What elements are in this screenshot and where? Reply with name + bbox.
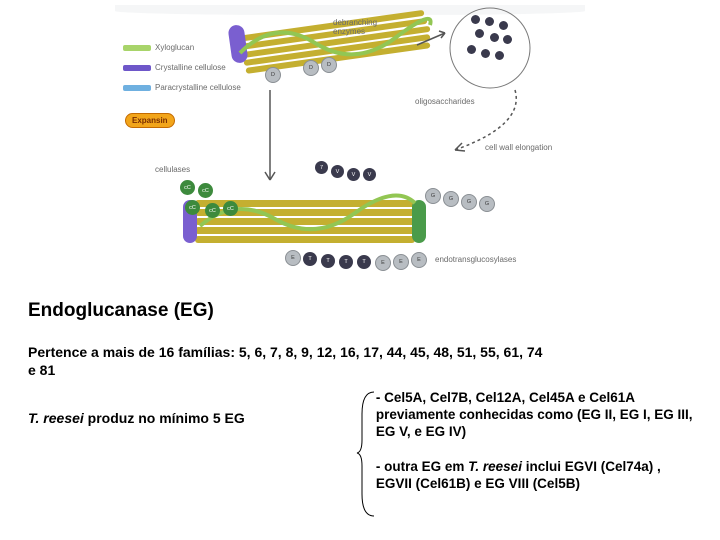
cellulase-enzyme: cC: [205, 203, 220, 218]
mid-enzyme: V: [347, 168, 360, 181]
oligo-dot: [471, 15, 480, 24]
mid-enzyme: 7: [315, 161, 328, 174]
notes-right: - Cel5A, Cel7B, Cel12A, Cel45A e Cel61A …: [376, 390, 693, 492]
glucan-enzyme: G: [425, 188, 441, 204]
produces-text: T. reesei produz no mínimo 5 EG: [28, 390, 326, 492]
species-name: T. reesei: [28, 410, 84, 426]
debranching-enzyme: D: [265, 67, 281, 83]
endo-enzyme: E: [375, 255, 391, 271]
oligo-dot: [495, 51, 504, 60]
oligo-dot: [485, 17, 494, 26]
debranching-enzyme: D: [303, 60, 319, 76]
notes-block: T. reesei produz no mínimo 5 EG - Cel5A,…: [28, 390, 693, 492]
elongation-label: cell wall elongation: [485, 143, 552, 152]
oligo-dot: [475, 29, 484, 38]
note-1: - Cel5A, Cel7B, Cel12A, Cel45A e Cel61A …: [376, 390, 693, 441]
endo-label: endotransglucosylases: [435, 255, 516, 264]
endo-enzyme: T: [339, 255, 353, 269]
endo-enzyme: T: [303, 252, 317, 266]
cellulases-label: cellulases: [155, 165, 190, 174]
oligo-dot: [503, 35, 512, 44]
legend-crystalline: Crystalline cellulose: [123, 63, 226, 72]
families-text: Pertence a mais de 16 famílias: 5, 6, 7,…: [28, 344, 693, 379]
endo-enzyme: T: [321, 254, 335, 268]
families-line1: Pertence a mais de 16 famílias: 5, 6, 7,…: [28, 344, 542, 360]
curly-brace-icon: [356, 390, 378, 518]
page-title: Endoglucanase (EG): [28, 300, 693, 322]
produces-rest: produz no mínimo 5 EG: [84, 410, 245, 426]
elongation-arrow: [395, 85, 535, 165]
cellulase-enzyme: cC: [198, 183, 213, 198]
oligo-dot: [499, 21, 508, 30]
mid-enzyme: V: [331, 165, 344, 178]
oligo-dot: [467, 45, 476, 54]
glucan-enzyme: G: [443, 191, 459, 207]
endo-enzyme: E: [285, 250, 301, 266]
expansin-badge: Expansin: [125, 113, 175, 128]
cellulase-enzyme: cC: [185, 200, 200, 215]
oligo-dot: [490, 33, 499, 42]
glucan-enzyme: G: [479, 196, 495, 212]
legend-swatch: [123, 65, 151, 71]
families-line2: e 81: [28, 362, 55, 378]
note-2: - outra EG em T. reesei inclui EGVI (Cel…: [376, 459, 693, 493]
xyloglucan-curve: [195, 191, 425, 251]
debranching-label: debranchingenzymes: [333, 19, 393, 37]
legend-xyloglucan: Xyloglucan: [123, 43, 194, 52]
legend-swatch: [123, 45, 151, 51]
legend-label: Crystalline cellulose: [155, 63, 226, 72]
endo-enzyme: E: [393, 254, 409, 270]
cellulose-diagram: Xyloglucan Crystalline cellulose Paracry…: [115, 5, 585, 290]
arrow-down-icon: [255, 85, 285, 195]
oligo-dot: [481, 49, 490, 58]
legend-paracrystalline: Paracrystalline cellulose: [123, 83, 241, 92]
legend-label: Xyloglucan: [155, 43, 194, 52]
legend-label: Paracrystalline cellulose: [155, 83, 241, 92]
legend-swatch: [123, 85, 151, 91]
debranching-enzyme: D: [321, 57, 337, 73]
cellulase-enzyme: cC: [180, 180, 195, 195]
glucan-enzyme: G: [461, 194, 477, 210]
cellulase-enzyme: cC: [223, 201, 238, 216]
arrow-icon: [415, 25, 455, 55]
content-block: Endoglucanase (EG) Pertence a mais de 16…: [28, 300, 693, 389]
endo-enzyme: T: [357, 255, 371, 269]
endo-enzyme: E: [411, 252, 427, 268]
mid-enzyme: V: [363, 168, 376, 181]
